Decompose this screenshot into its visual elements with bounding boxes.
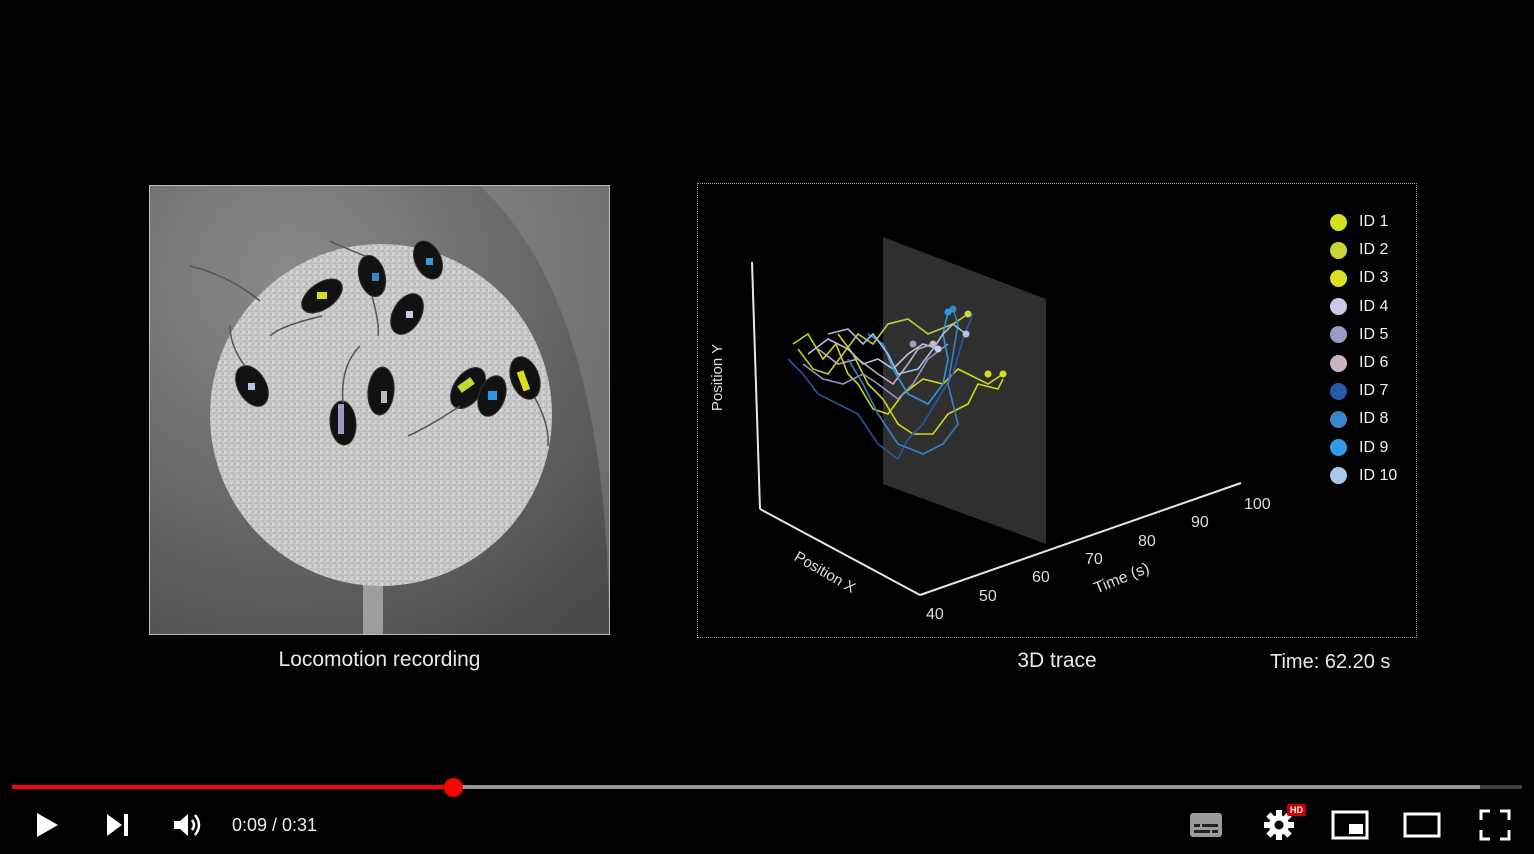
progress-buffered bbox=[12, 785, 1480, 789]
time-tick-label: 100 bbox=[1244, 496, 1271, 513]
time-display: 0:09 / 0:31 bbox=[232, 815, 318, 835]
settings-button[interactable] bbox=[1260, 804, 1298, 846]
legend-label: ID 8 bbox=[1359, 410, 1389, 428]
progress-scrubber[interactable] bbox=[444, 777, 464, 797]
legend-item: ID 2 bbox=[1330, 236, 1397, 264]
legend-dot bbox=[1330, 213, 1347, 231]
subtitles-button[interactable] bbox=[1186, 804, 1226, 846]
subtitles-icon bbox=[1190, 813, 1222, 837]
legend-dot bbox=[1330, 354, 1347, 372]
axis-y-line bbox=[751, 261, 761, 510]
fullscreen-button[interactable] bbox=[1476, 804, 1514, 846]
progress-bar[interactable] bbox=[12, 777, 1522, 797]
legend-label: ID 5 bbox=[1359, 325, 1389, 343]
hd-badge: HD bbox=[1287, 804, 1306, 816]
legend-dot bbox=[1330, 298, 1347, 316]
legend-item: ID 5 bbox=[1330, 321, 1397, 349]
legend-dot bbox=[1330, 269, 1347, 287]
next-icon bbox=[107, 814, 128, 836]
legend-item: ID 4 bbox=[1330, 293, 1397, 321]
legend-dot bbox=[1330, 439, 1347, 457]
next-button[interactable] bbox=[100, 804, 134, 846]
legend-label: ID 1 bbox=[1359, 213, 1389, 231]
legend-item: ID 1 bbox=[1330, 208, 1397, 236]
legend-item: ID 10 bbox=[1330, 462, 1397, 490]
time-tick-label: 90 bbox=[1191, 514, 1209, 532]
legend-label: ID 7 bbox=[1359, 382, 1389, 400]
miniplayer-icon bbox=[1331, 810, 1369, 840]
trace-caption: 3D trace bbox=[1017, 649, 1097, 672]
locomotion-caption: Locomotion recording bbox=[278, 648, 481, 671]
volume-button[interactable] bbox=[170, 804, 206, 846]
locomotion-video-frame bbox=[149, 185, 610, 635]
time-tick-label: 40 bbox=[926, 606, 944, 623]
legend-dot bbox=[1330, 241, 1347, 259]
legend-item: ID 6 bbox=[1330, 349, 1397, 377]
theater-mode-icon bbox=[1403, 812, 1441, 838]
time-tick-label: 50 bbox=[979, 587, 997, 605]
legend-dot bbox=[1330, 410, 1347, 428]
fullscreen-icon bbox=[1479, 809, 1511, 841]
arena-image bbox=[150, 186, 609, 634]
trace-plot bbox=[751, 237, 1242, 596]
legend-label: ID 6 bbox=[1359, 354, 1389, 372]
axis-time-line bbox=[919, 482, 1242, 596]
miniplayer-button[interactable] bbox=[1330, 804, 1370, 846]
time-tick-label: 60 bbox=[1032, 569, 1050, 587]
axis-x-line bbox=[759, 508, 921, 596]
legend-item: ID 3 bbox=[1330, 264, 1397, 292]
legend-label: ID 10 bbox=[1359, 466, 1398, 484]
legend-item: ID 9 bbox=[1330, 434, 1397, 462]
legend-item: ID 7 bbox=[1330, 377, 1397, 405]
axis-y-label: Position Y bbox=[709, 343, 727, 412]
progress-played bbox=[12, 785, 454, 789]
trace-legend: ID 1 ID 2 ID 3 ID 4 ID 5 ID 6 ID 7 ID 8 ID 9 ID 1… bbox=[1330, 208, 1397, 490]
legend-dot bbox=[1330, 467, 1347, 485]
legend-label: ID 9 bbox=[1359, 438, 1389, 456]
volume-icon bbox=[174, 814, 201, 836]
legend-label: ID 3 bbox=[1359, 269, 1389, 287]
legend-dot bbox=[1330, 326, 1347, 344]
time-tick-label: 80 bbox=[1138, 532, 1156, 550]
legend-dot bbox=[1330, 382, 1347, 400]
legend-item: ID 8 bbox=[1330, 405, 1397, 433]
play-icon bbox=[37, 813, 58, 837]
time-plane bbox=[883, 237, 1046, 544]
theater-mode-button[interactable] bbox=[1402, 804, 1442, 846]
time-tick-label: 70 bbox=[1085, 551, 1103, 568]
legend-label: ID 4 bbox=[1359, 297, 1389, 315]
gear-icon bbox=[1264, 810, 1294, 840]
legend-label: ID 2 bbox=[1359, 241, 1389, 259]
time-readout: Time: 62.20 s bbox=[1270, 651, 1391, 673]
play-button[interactable] bbox=[30, 804, 64, 846]
trace-plot-frame: Position Y Position X Time (s) 40 50 60 70 8… bbox=[697, 183, 1417, 638]
